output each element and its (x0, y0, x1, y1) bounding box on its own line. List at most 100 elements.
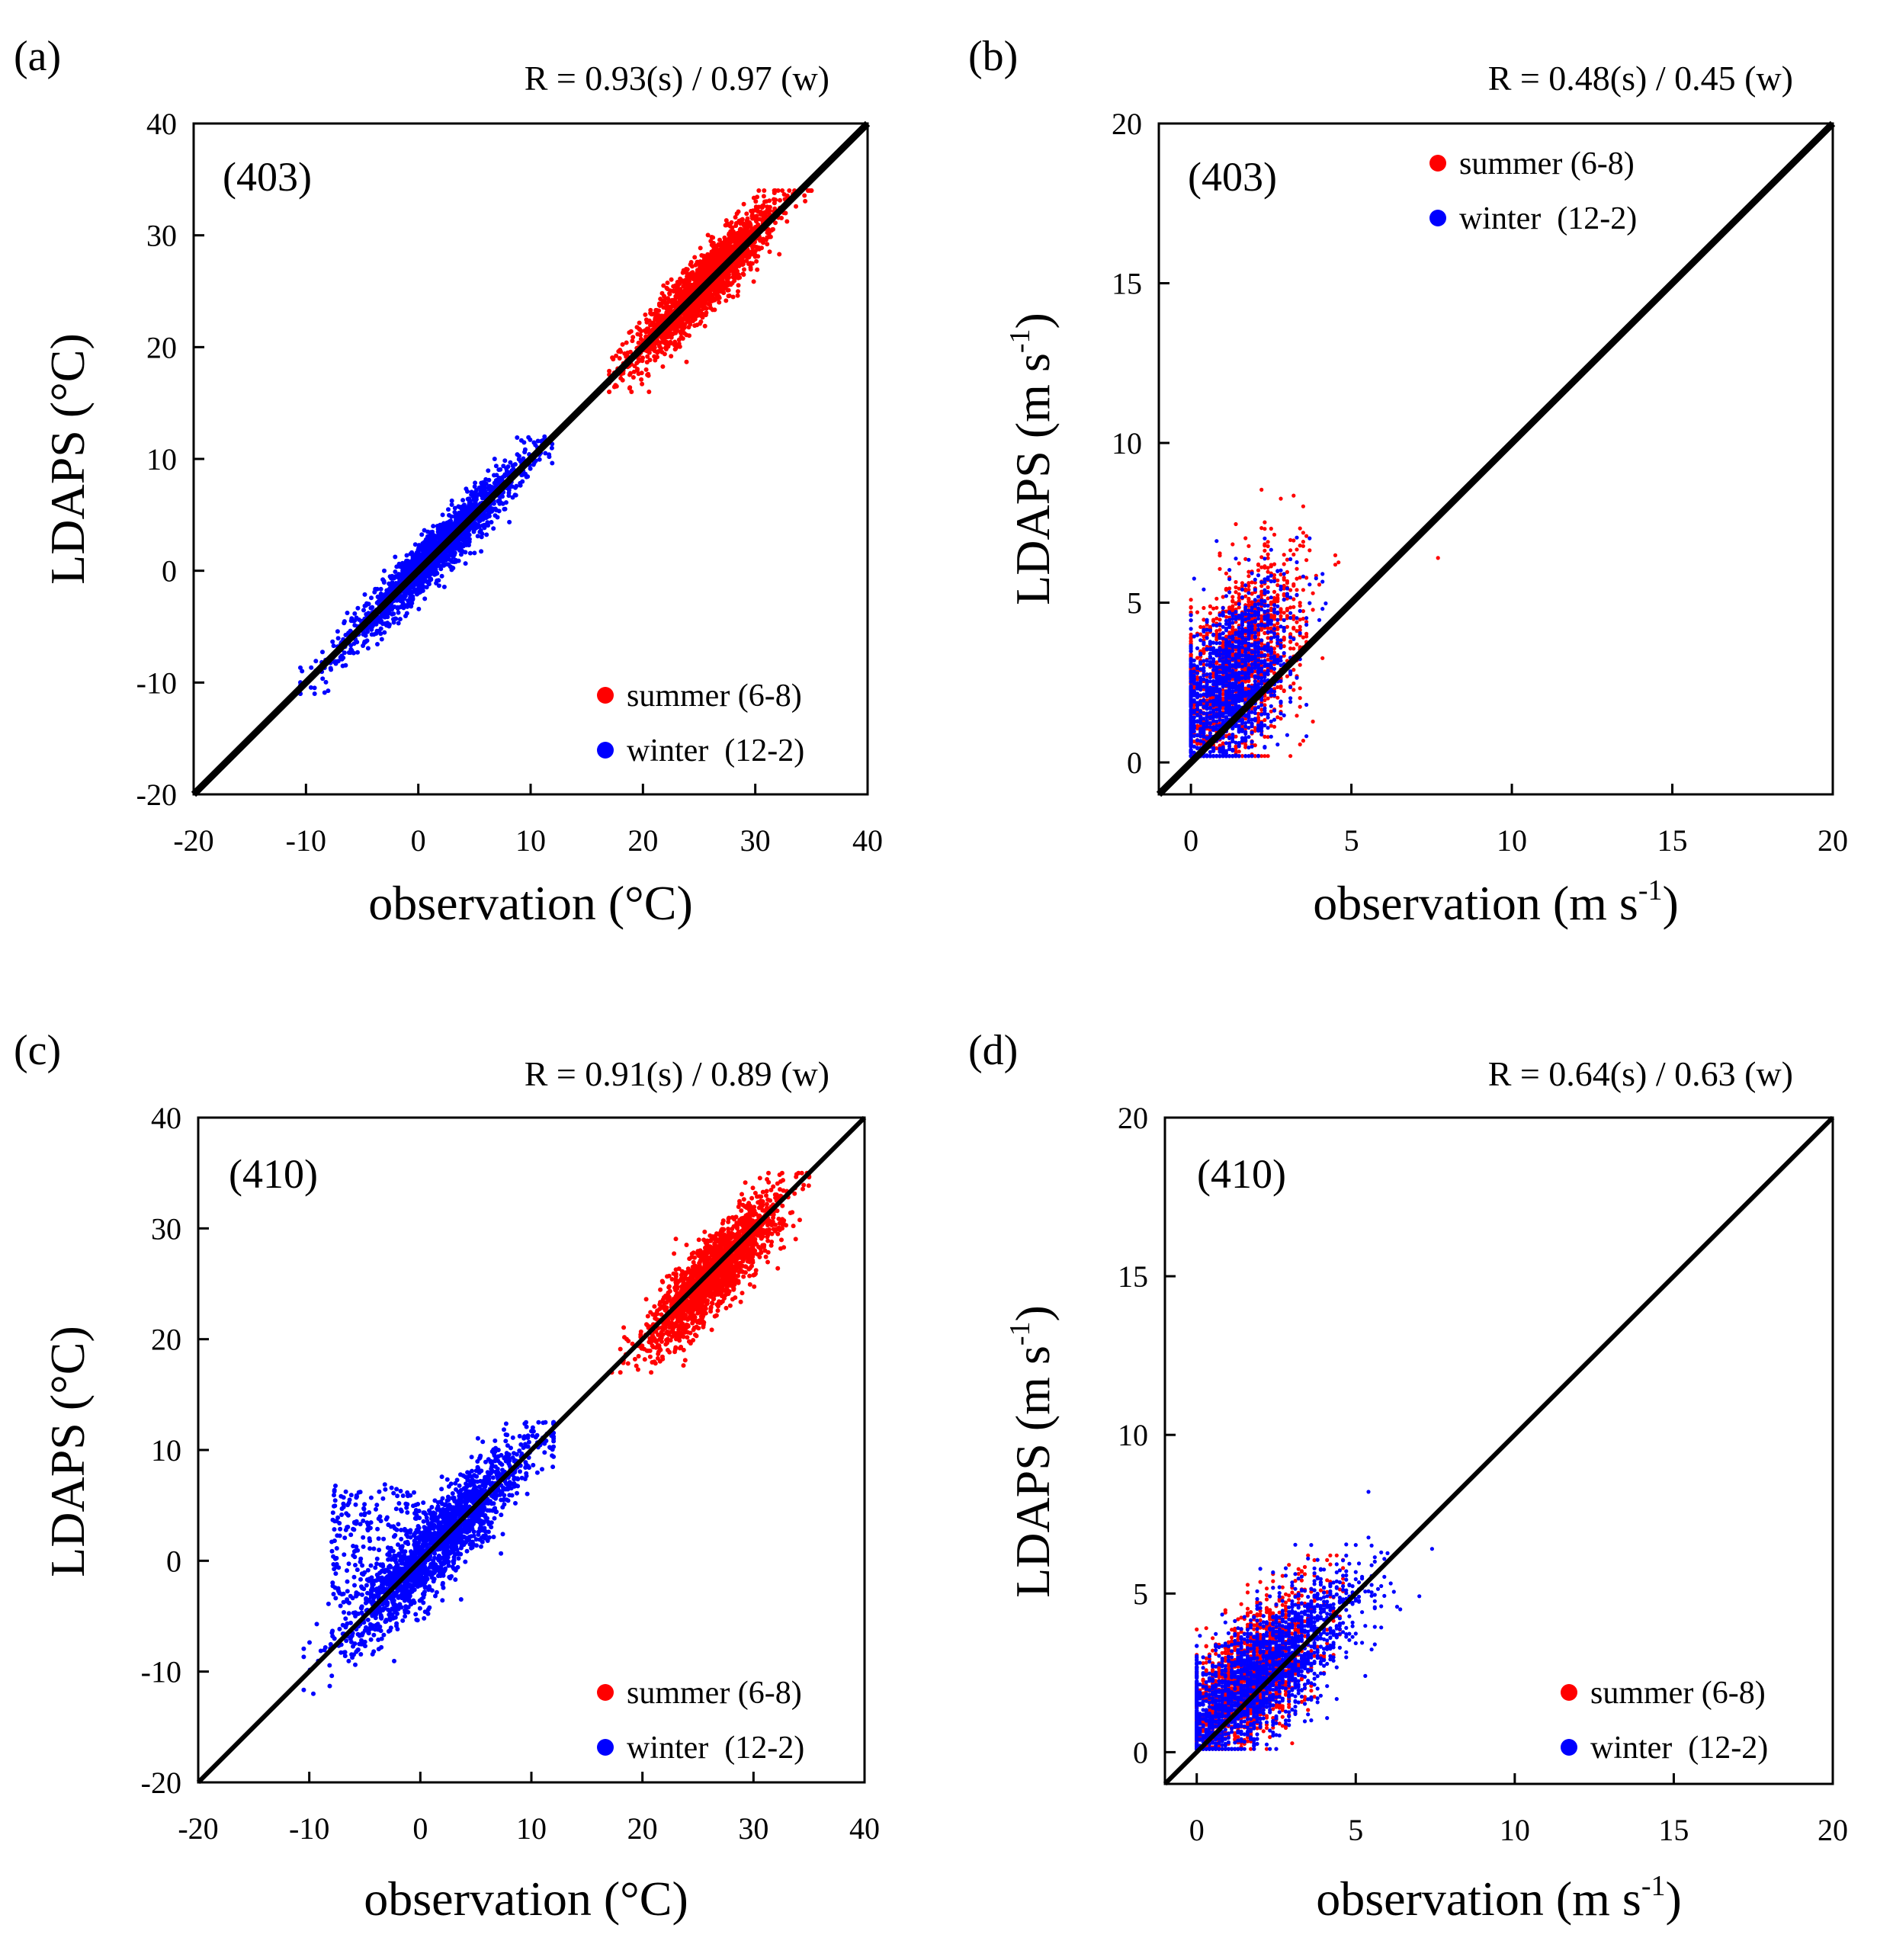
data-point-summer (1285, 608, 1289, 613)
data-point-summer (761, 194, 766, 199)
data-point-summer (629, 390, 634, 394)
data-point-winter (382, 568, 387, 573)
data-point-winter (431, 524, 436, 529)
data-point-summer (1272, 589, 1277, 595)
data-point-winter (410, 597, 416, 602)
data-point-summer (658, 297, 663, 302)
data-point-summer (643, 317, 649, 322)
data-point-winter (450, 559, 455, 564)
data-point-summer (1298, 544, 1302, 548)
data-point-summer (1230, 627, 1235, 632)
data-point-summer (1333, 563, 1338, 567)
data-point-summer (643, 312, 648, 317)
data-point-summer (676, 337, 682, 342)
data-point-summer (1263, 520, 1267, 524)
data-point-summer (726, 287, 731, 293)
data-point-summer (656, 348, 661, 354)
data-point-summer (777, 252, 782, 257)
y-axis-label: LDAPS (°C) (40, 333, 95, 585)
data-point-winter (372, 589, 377, 595)
data-point-winter (479, 549, 484, 554)
data-point-summer (684, 311, 689, 316)
data-point-winter (473, 480, 478, 486)
data-point-winter (470, 525, 476, 531)
data-point-winter (477, 518, 483, 524)
data-point-summer (1298, 686, 1302, 691)
data-point-summer (1218, 553, 1222, 558)
data-point-summer (756, 254, 761, 259)
data-point-winter (520, 479, 525, 484)
data-point-winter (481, 512, 486, 517)
data-point-winter (535, 438, 541, 444)
data-point-winter (330, 639, 335, 644)
data-point-summer (688, 260, 694, 265)
data-point-summer (731, 274, 736, 279)
data-point-winter (365, 629, 371, 634)
data-point-summer (1263, 564, 1267, 569)
data-point-summer (1211, 619, 1216, 624)
data-point-winter (387, 624, 392, 629)
data-point-summer (617, 356, 622, 361)
data-point-summer (1282, 553, 1286, 557)
scatter-points (298, 188, 814, 696)
data-point-summer (803, 198, 808, 204)
data-point-summer (733, 242, 738, 247)
data-point-summer (639, 377, 644, 382)
data-point-summer (749, 208, 754, 213)
data-point-winter (365, 646, 371, 651)
data-point-summer (733, 215, 738, 220)
data-point-winter (352, 611, 358, 616)
data-point-summer (759, 237, 765, 242)
data-point-summer (772, 191, 777, 195)
data-point-winter (363, 639, 368, 644)
data-point-summer (1263, 548, 1267, 553)
data-point-summer (1202, 605, 1206, 611)
data-point-winter (452, 550, 457, 556)
data-point-winter (432, 572, 438, 577)
data-point-winter (329, 667, 334, 672)
data-point-summer (1295, 642, 1299, 646)
data-point-summer (631, 369, 637, 374)
data-point-summer (1295, 576, 1299, 581)
data-point-summer (1266, 585, 1270, 590)
data-point-summer (1291, 681, 1296, 686)
panel-label: (b) (968, 33, 1018, 80)
data-point-summer (1291, 538, 1296, 543)
data-point-summer (661, 283, 666, 288)
data-point-winter (408, 551, 413, 557)
data-point-winter (351, 650, 356, 656)
data-point-winter (408, 592, 413, 598)
data-point-summer (1234, 521, 1238, 527)
data-point-summer (704, 270, 710, 275)
data-point-summer (1224, 571, 1228, 576)
data-point-winter (449, 502, 454, 507)
data-point-summer (703, 261, 708, 266)
data-point-summer (1214, 629, 1219, 634)
data-point-winter (361, 608, 366, 613)
data-point-winter (507, 519, 512, 524)
data-point-summer (1224, 587, 1228, 592)
data-point-summer (765, 210, 771, 214)
data-point-summer (717, 248, 723, 253)
data-point-summer (753, 204, 759, 210)
data-point-winter (471, 497, 476, 502)
data-point-summer (1247, 581, 1251, 585)
data-point-winter (453, 515, 458, 519)
data-point-summer (1301, 531, 1305, 535)
station-label: (403) (223, 154, 312, 200)
data-point-summer (756, 222, 761, 227)
data-point-summer (720, 255, 725, 260)
data-point-summer (750, 216, 755, 221)
data-point-winter (467, 550, 473, 556)
data-point-summer (1304, 534, 1309, 538)
data-point-summer (739, 232, 743, 237)
legend-label-winter: winter (12-2) (627, 733, 804, 768)
data-point-summer (1336, 560, 1341, 565)
data-point-summer (698, 245, 703, 251)
data-point-summer (663, 345, 668, 351)
data-point-summer (1272, 532, 1277, 537)
correlation-label: R = 0.93(s) / 0.97 (w) (525, 59, 829, 98)
data-point-winter (308, 685, 313, 690)
data-point-winter (463, 550, 468, 555)
data-point-winter (489, 520, 494, 524)
